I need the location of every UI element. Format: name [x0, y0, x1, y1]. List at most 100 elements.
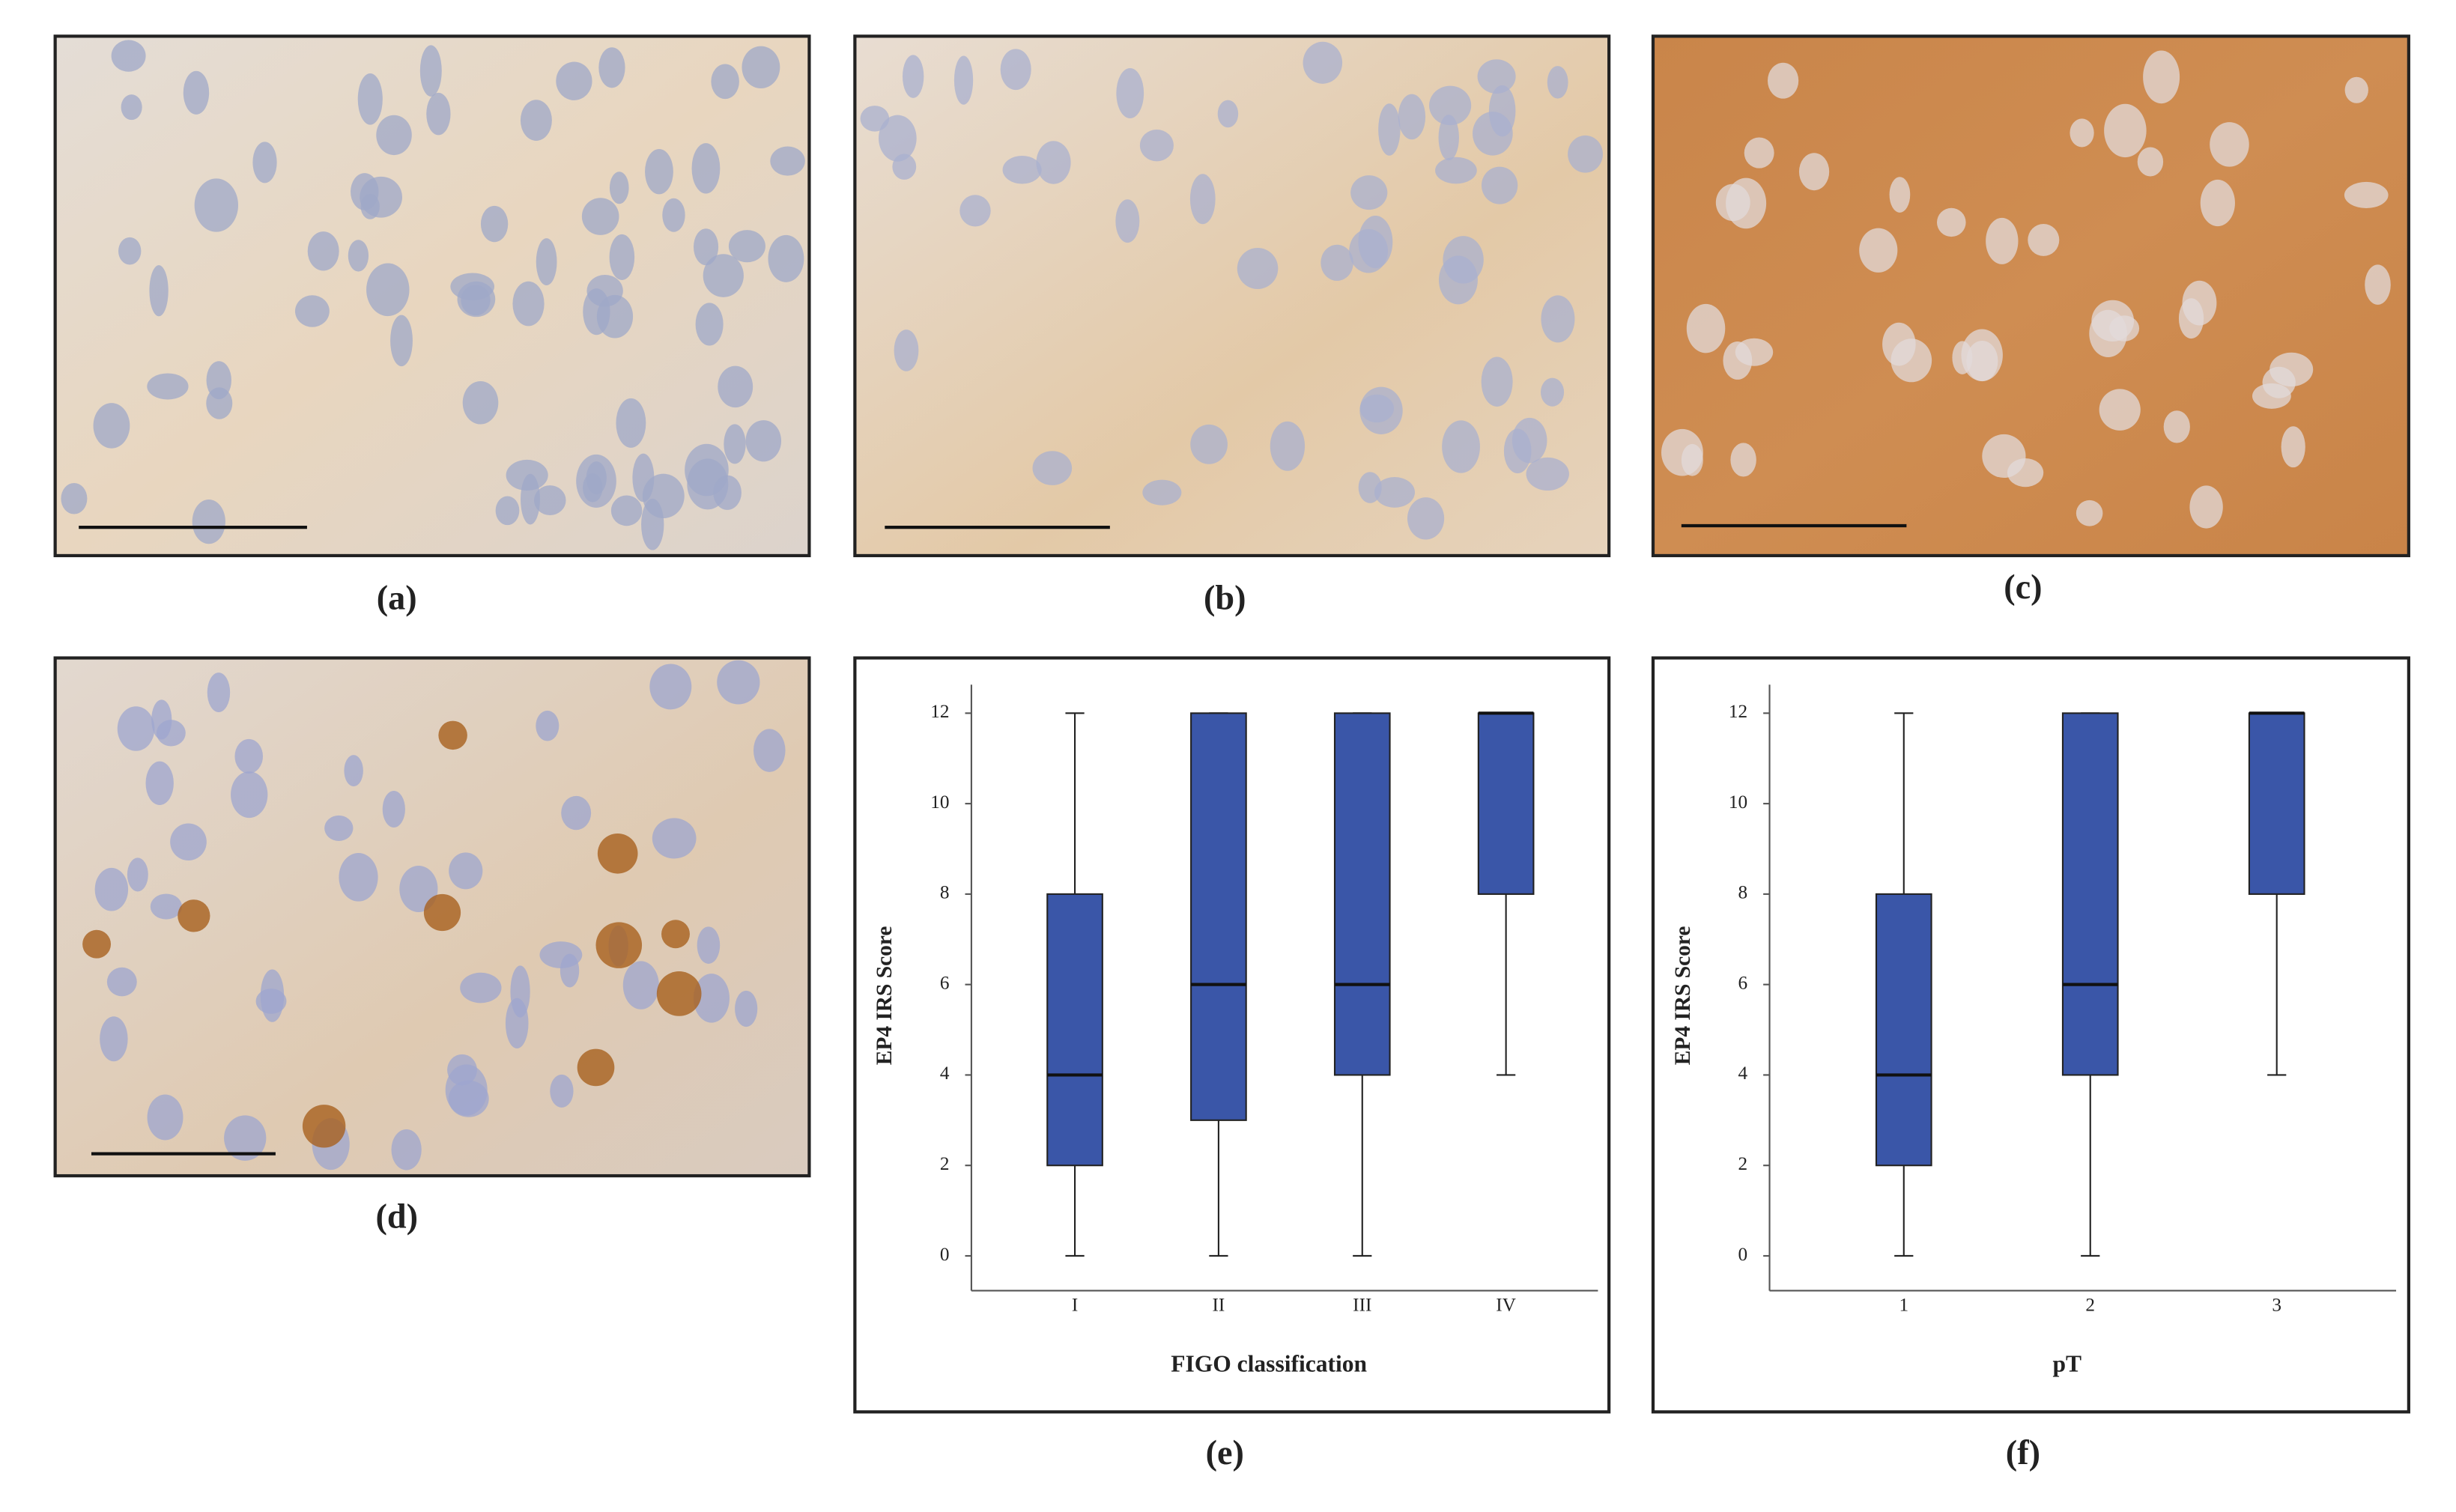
cell-nucleus	[586, 274, 623, 307]
cell-nucleus	[724, 424, 746, 464]
cell-nucleus	[645, 149, 673, 195]
box	[1875, 893, 1932, 1167]
micrograph	[853, 34, 1611, 558]
stained-cell	[423, 893, 461, 932]
cell-nucleus	[1481, 356, 1513, 407]
cell-nucleus	[902, 55, 924, 98]
cell-nucleus	[1000, 49, 1031, 91]
cell-nucleus	[2269, 352, 2314, 387]
cell-nucleus	[879, 115, 917, 162]
cell-nucleus	[1986, 217, 2019, 264]
cell-nucleus	[93, 403, 130, 449]
cell-nucleus	[224, 1115, 267, 1161]
cell-nucleus	[1442, 420, 1480, 473]
cell-nucleus	[360, 193, 380, 219]
cell-nucleus	[622, 961, 659, 1009]
cell-nucleus	[598, 47, 625, 88]
cell-nucleus	[348, 240, 369, 272]
cell-nucleus	[1217, 100, 1239, 128]
cell-nucleus	[2104, 103, 2147, 158]
cell-nucleus	[641, 498, 664, 550]
cell-nucleus	[536, 710, 560, 741]
y-tick-label: 10	[1729, 792, 1747, 813]
y-tick-label: 0	[940, 1245, 950, 1265]
cell-nucleus	[156, 720, 186, 747]
cell-nucleus	[391, 1129, 422, 1171]
cell-nucleus	[495, 496, 520, 526]
cell-nucleus	[194, 178, 239, 232]
y-tick-label: 10	[930, 792, 949, 813]
cell-nucleus	[1686, 303, 1726, 353]
micrograph	[1651, 34, 2410, 558]
cell-nucleus	[512, 281, 545, 327]
cell-nucleus	[207, 672, 231, 713]
cell-nucleus	[2189, 485, 2223, 529]
cell-nucleus	[2200, 179, 2235, 227]
cell-nucleus	[234, 738, 264, 774]
cell-nucleus	[576, 454, 616, 508]
x-tick-label: III	[1353, 1295, 1371, 1315]
cell-nucleus	[2099, 389, 2141, 431]
x-tick-label: 1	[1899, 1295, 1908, 1315]
x-tick-label: I	[1072, 1295, 1078, 1315]
cell-nucleus	[1730, 443, 1756, 477]
cell-nucleus	[100, 1016, 128, 1062]
panel-label: (a)	[377, 579, 417, 617]
cell-nucleus	[106, 967, 137, 997]
cell-nucleus	[450, 273, 495, 300]
cell-nucleus	[1032, 451, 1073, 485]
cell-nucleus	[1142, 479, 1182, 505]
cell-nucleus	[1438, 255, 1478, 305]
cell-nucleus	[1429, 85, 1472, 126]
y-tick-label: 12	[1729, 702, 1747, 722]
stained-cell	[302, 1105, 346, 1148]
box	[2061, 712, 2119, 1076]
box	[1477, 712, 1535, 895]
cell-nucleus	[1547, 66, 1568, 99]
cell-nucleus	[294, 295, 330, 327]
cell-nucleus	[685, 443, 729, 497]
cell-nucleus	[1473, 112, 1513, 156]
cell-nucleus	[1477, 59, 1516, 94]
cell-nucleus	[1526, 457, 1569, 491]
cell-nucleus	[539, 941, 583, 968]
cell-nucleus	[693, 974, 730, 1023]
cell-nucleus	[2252, 383, 2291, 409]
cell-nucleus	[1398, 94, 1426, 140]
cell-nucleus	[170, 823, 207, 861]
cell-nucleus	[711, 64, 739, 100]
panel-label: (c)	[2004, 568, 2042, 606]
cell-nucleus	[616, 398, 646, 448]
x-tick-label: IV	[1496, 1295, 1516, 1315]
cell-nucleus	[953, 55, 974, 105]
cell-nucleus	[462, 380, 499, 425]
cell-nucleus	[445, 1064, 488, 1116]
cell-nucleus	[742, 46, 780, 88]
stained-cell	[178, 899, 210, 932]
cell-nucleus	[2076, 500, 2103, 526]
cell-nucleus	[61, 482, 88, 514]
cell-nucleus	[520, 100, 552, 141]
cell-nucleus	[2163, 410, 2190, 443]
cell-nucleus	[697, 926, 721, 964]
cell-nucleus	[550, 1074, 574, 1108]
box	[1190, 712, 1247, 1121]
cell-nucleus	[556, 61, 592, 100]
cell-nucleus	[121, 94, 142, 121]
y-axis-title: EP4 IRS Score	[1671, 926, 1695, 1066]
cell-nucleus	[382, 791, 405, 828]
cell-nucleus	[1540, 377, 1565, 407]
cell-nucleus	[735, 990, 758, 1027]
cell-nucleus	[2210, 122, 2249, 167]
cell-nucleus	[1541, 295, 1575, 343]
cell-nucleus	[1374, 477, 1416, 508]
y-tick-label: 4	[940, 1063, 950, 1084]
cell-nucleus	[2028, 223, 2060, 256]
cell-nucleus	[1378, 103, 1401, 156]
panel-label: (f)	[2006, 1433, 2040, 1472]
cell-nucleus	[693, 228, 719, 266]
y-tick-label: 2	[1738, 1154, 1747, 1174]
x-axis-title: FIGO classification	[1171, 1351, 1367, 1377]
